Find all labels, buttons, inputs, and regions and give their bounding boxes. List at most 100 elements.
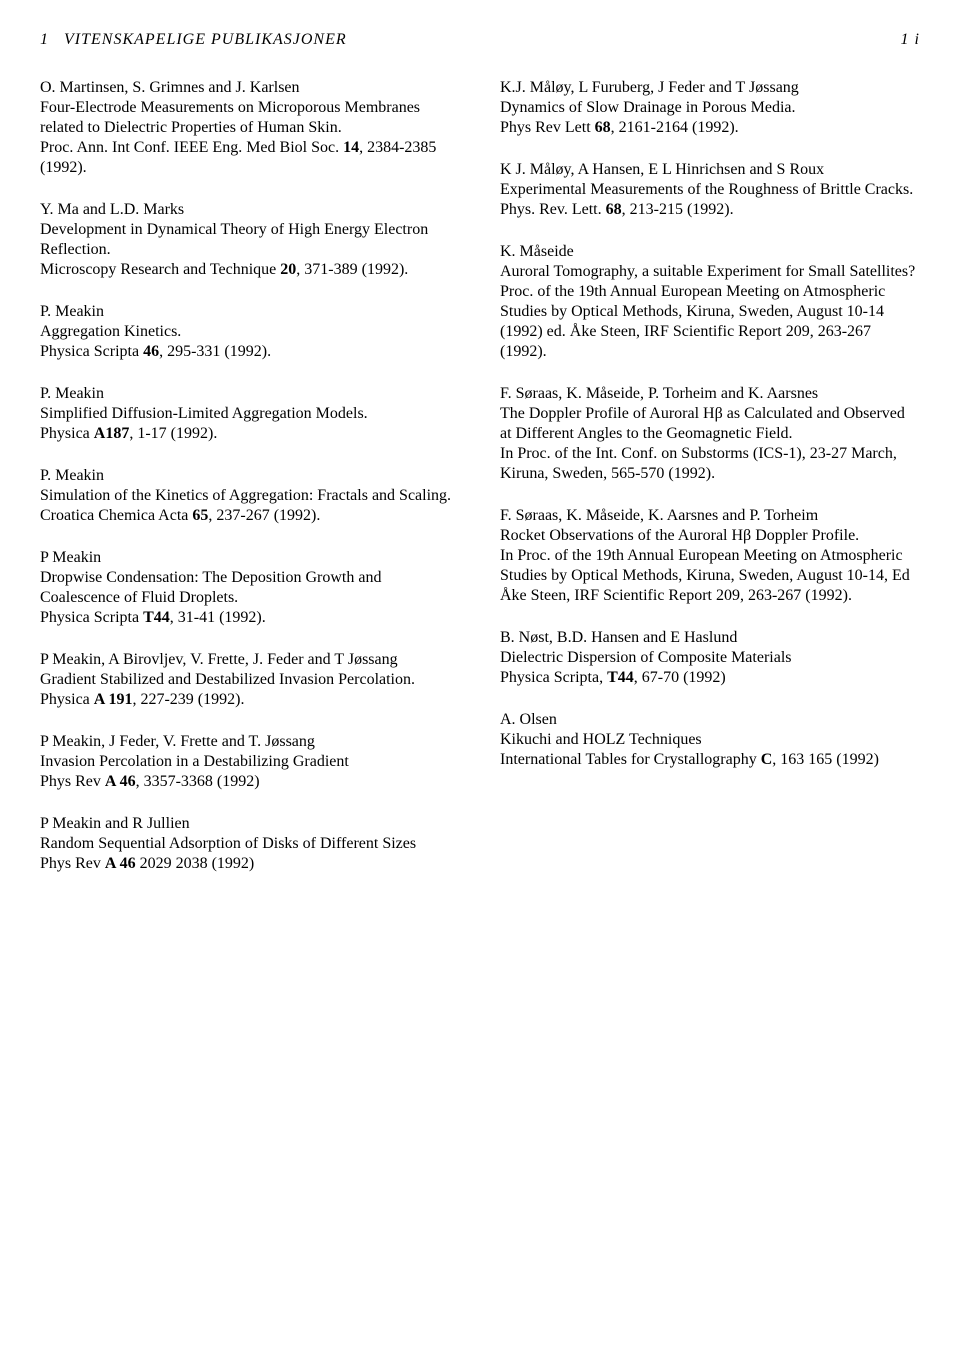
entry-authors: P Meakin, A Birovljev, V. Frette, J. Fed…: [40, 650, 460, 670]
entry-citation: Proc. Ann. Int Conf. IEEE Eng. Med Biol …: [40, 138, 460, 178]
entry-authors: F. Søraas, K. Måseide, K. Aarsnes and P.…: [500, 506, 920, 526]
header-left: 1 VITENSKAPELIGE PUBLIKASJONER: [40, 30, 347, 50]
cite-pre: Physica Scripta,: [500, 669, 607, 686]
entry-citation: In Proc. of the Int. Conf. on Substorms …: [500, 444, 920, 484]
entry-authors: P Meakin: [40, 548, 460, 568]
entry-citation: Phys. Rev. Lett. 68, 213-215 (1992).: [500, 200, 920, 220]
cite-bold: 65: [192, 507, 208, 524]
cite-pre: Phys Rev: [40, 855, 105, 872]
entry-authors: P. Meakin: [40, 302, 460, 322]
cite-post: , 2161-2164 (1992).: [611, 119, 739, 136]
entry-citation: In Proc. of the 19th Annual European Mee…: [500, 546, 920, 606]
bib-entry: P Meakin, J Feder, V. Frette and T. Jøss…: [40, 732, 460, 792]
page-number: 1 i: [901, 30, 920, 50]
entry-authors: B. Nøst, B.D. Hansen and E Haslund: [500, 628, 920, 648]
cite-pre: In Proc. of the 19th Annual European Mee…: [500, 547, 910, 604]
entry-title: Dropwise Condensation: The Deposition Gr…: [40, 568, 460, 608]
entry-citation: Phys Rev A 46, 3357-3368 (1992): [40, 772, 460, 792]
section-number: 1: [40, 31, 49, 48]
entry-title: Random Sequential Adsorption of Disks of…: [40, 834, 460, 854]
entry-title: Rocket Observations of the Auroral Hβ Do…: [500, 526, 920, 546]
cite-pre: Microscopy Research and Technique: [40, 261, 280, 278]
cite-bold: 14: [343, 139, 359, 156]
section-title: VITENSKAPELIGE PUBLIKASJONER: [64, 31, 347, 48]
cite-post: , 213-215 (1992).: [622, 201, 734, 218]
entry-authors: A. Olsen: [500, 710, 920, 730]
cite-post: , 295-331 (1992).: [159, 343, 271, 360]
cite-pre: Phys. Rev. Lett.: [500, 201, 606, 218]
cite-post: , 227-239 (1992).: [132, 691, 244, 708]
entry-title: Dynamics of Slow Drainage in Porous Medi…: [500, 98, 920, 118]
cite-bold: T44: [143, 609, 170, 626]
entry-authors: Y. Ma and L.D. Marks: [40, 200, 460, 220]
entry-citation: Physica A187, 1-17 (1992).: [40, 424, 460, 444]
cite-pre: Phys Rev Lett: [500, 119, 595, 136]
bib-entry: K.J. Måløy, L Furuberg, J Feder and T Jø…: [500, 78, 920, 138]
cite-pre: Physica: [40, 425, 94, 442]
cite-bold: 20: [280, 261, 296, 278]
entry-authors: O. Martinsen, S. Grimnes and J. Karlsen: [40, 78, 460, 98]
cite-pre: Croatica Chemica Acta: [40, 507, 192, 524]
entry-title: Auroral Tomography, a suitable Experimen…: [500, 262, 920, 282]
entry-authors: F. Søraas, K. Måseide, P. Torheim and K.…: [500, 384, 920, 404]
entry-authors: P Meakin and R Jullien: [40, 814, 460, 834]
cite-pre: Physica Scripta: [40, 609, 143, 626]
cite-pre: International Tables for Crystallography: [500, 751, 761, 768]
entry-citation: Physica A 191, 227-239 (1992).: [40, 690, 460, 710]
bib-entry: O. Martinsen, S. Grimnes and J. KarlsenF…: [40, 78, 460, 178]
bib-entry: P MeakinDropwise Condensation: The Depos…: [40, 548, 460, 628]
cite-bold: A187: [94, 425, 130, 442]
entry-citation: Proc. of the 19th Annual European Meetin…: [500, 282, 920, 362]
cite-post: 2029 2038 (1992): [136, 855, 255, 872]
entry-citation: Phys Rev Lett 68, 2161-2164 (1992).: [500, 118, 920, 138]
entry-authors: K J. Måløy, A Hansen, E L Hinrichsen and…: [500, 160, 920, 180]
left-column: O. Martinsen, S. Grimnes and J. KarlsenF…: [40, 78, 460, 896]
cite-bold: T44: [607, 669, 634, 686]
cite-post: , 3357-3368 (1992): [136, 773, 260, 790]
entry-citation: Physica Scripta T44, 31-41 (1992).: [40, 608, 460, 628]
entry-authors: P. Meakin: [40, 384, 460, 404]
entry-citation: Croatica Chemica Acta 65, 237-267 (1992)…: [40, 506, 460, 526]
bib-entry: P Meakin, A Birovljev, V. Frette, J. Fed…: [40, 650, 460, 710]
entry-title: Simplified Diffusion-Limited Aggregation…: [40, 404, 460, 424]
bib-entry: P. MeakinAggregation Kinetics.Physica Sc…: [40, 302, 460, 362]
cite-pre: In Proc. of the Int. Conf. on Substorms …: [500, 445, 897, 482]
entry-authors: K.J. Måløy, L Furuberg, J Feder and T Jø…: [500, 78, 920, 98]
entry-title: Four-Electrode Measurements on Microporo…: [40, 98, 460, 138]
bib-entry: P. MeakinSimulation of the Kinetics of A…: [40, 466, 460, 526]
entry-title: Aggregation Kinetics.: [40, 322, 460, 342]
entry-title: The Doppler Profile of Auroral Hβ as Cal…: [500, 404, 920, 444]
bib-entry: P Meakin and R JullienRandom Sequential …: [40, 814, 460, 874]
entry-authors: P Meakin, J Feder, V. Frette and T. Jøss…: [40, 732, 460, 752]
cite-post: , 67-70 (1992): [634, 669, 726, 686]
entry-title: Invasion Percolation in a Destabilizing …: [40, 752, 460, 772]
cite-pre: Physica: [40, 691, 94, 708]
cite-pre: Physica Scripta: [40, 343, 143, 360]
entry-citation: Microscopy Research and Technique 20, 37…: [40, 260, 460, 280]
cite-bold: A 46: [105, 855, 136, 872]
cite-post: , 31-41 (1992).: [170, 609, 266, 626]
bib-entry: P. MeakinSimplified Diffusion-Limited Ag…: [40, 384, 460, 444]
entry-title: Simulation of the Kinetics of Aggregatio…: [40, 486, 460, 506]
cite-post: , 237-267 (1992).: [208, 507, 320, 524]
cite-bold: 46: [143, 343, 159, 360]
cite-pre: Phys Rev: [40, 773, 105, 790]
bib-entry: F. Søraas, K. Måseide, K. Aarsnes and P.…: [500, 506, 920, 606]
columns: O. Martinsen, S. Grimnes and J. KarlsenF…: [40, 78, 920, 896]
bib-entry: A. OlsenKikuchi and HOLZ TechniquesInter…: [500, 710, 920, 770]
cite-bold: A 46: [105, 773, 136, 790]
cite-bold: C: [761, 751, 773, 768]
cite-post: , 163 165 (1992): [772, 751, 879, 768]
bib-entry: K. MåseideAuroral Tomography, a suitable…: [500, 242, 920, 362]
entry-title: Dielectric Dispersion of Composite Mater…: [500, 648, 920, 668]
cite-pre: Proc. of the 19th Annual European Meetin…: [500, 283, 885, 360]
entry-title: Experimental Measurements of the Roughne…: [500, 180, 920, 200]
cite-bold: 68: [595, 119, 611, 136]
entry-citation: Phys Rev A 46 2029 2038 (1992): [40, 854, 460, 874]
right-column: K.J. Måløy, L Furuberg, J Feder and T Jø…: [500, 78, 920, 896]
cite-pre: Proc. Ann. Int Conf. IEEE Eng. Med Biol …: [40, 139, 343, 156]
page-header: 1 VITENSKAPELIGE PUBLIKASJONER 1 i: [40, 30, 920, 50]
entry-title: Development in Dynamical Theory of High …: [40, 220, 460, 260]
entry-title: Gradient Stabilized and Destabilized Inv…: [40, 670, 460, 690]
bib-entry: B. Nøst, B.D. Hansen and E HaslundDielec…: [500, 628, 920, 688]
